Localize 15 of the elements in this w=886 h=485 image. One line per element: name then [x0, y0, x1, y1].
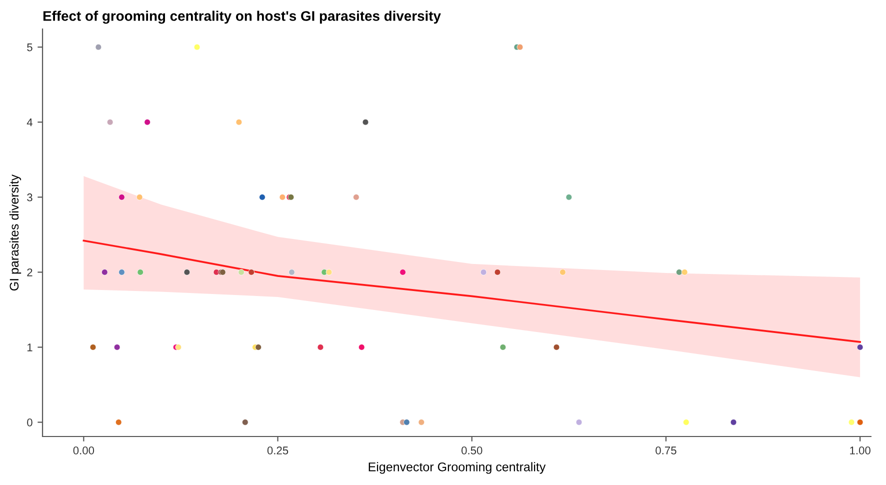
- x-tick-label: 0.75: [656, 446, 676, 454]
- chart-title: Effect of grooming centrality on host's GI parasites diversity: [43, 10, 441, 24]
- y-tick-label: 5: [27, 43, 32, 52]
- x-tick-label: 0.25: [267, 446, 288, 454]
- y-axis-title: GI parasites diversity: [9, 174, 22, 291]
- x-axis-title: Eigenvector Grooming centrality: [368, 462, 546, 474]
- y-tick-label: 3: [27, 193, 32, 202]
- y-tick-label: 1: [27, 344, 32, 352]
- x-tick-label: 0.50: [461, 446, 482, 454]
- y-tick-label: 0: [27, 418, 32, 426]
- y-tick-label: 2: [27, 268, 32, 276]
- y-tick-label: 4: [26, 118, 32, 126]
- x-tick-label: 0.00: [73, 446, 94, 454]
- x-tick-label: 1.00: [850, 446, 870, 454]
- line-series: [82, 240, 861, 343]
